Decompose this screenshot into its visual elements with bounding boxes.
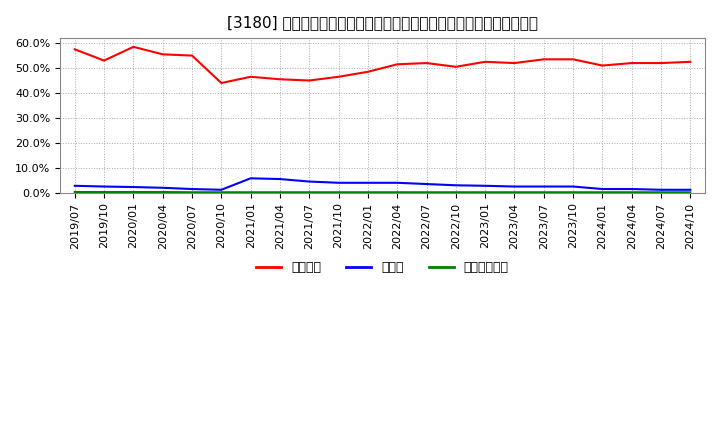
Title: [3180] 自己資本、のれん、繰延税金資産の総資産に対する比率の推移: [3180] 自己資本、のれん、繰延税金資産の総資産に対する比率の推移	[227, 15, 538, 30]
Legend: 自己資本, のれん, 繰延税金資産: 自己資本, のれん, 繰延税金資産	[251, 257, 514, 279]
